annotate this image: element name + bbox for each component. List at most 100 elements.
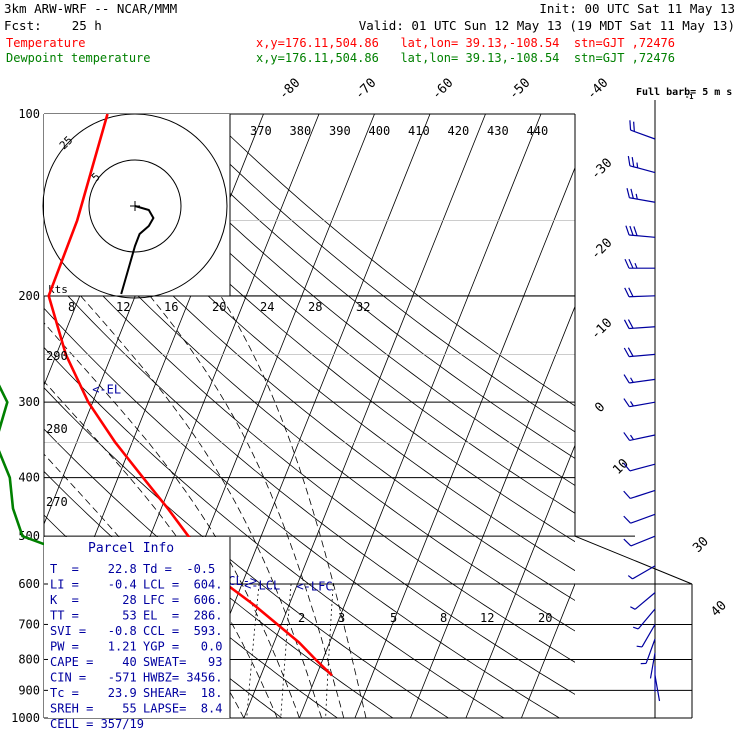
- hodograph-axis-label: 24: [260, 300, 274, 314]
- theta-label: 270: [46, 495, 68, 509]
- theta-label: 440: [527, 124, 549, 138]
- parcel-info-background: [44, 537, 230, 718]
- pressure-label: 600: [18, 577, 40, 591]
- hodograph-axis-label: 16: [164, 300, 178, 314]
- theta-label: 280: [46, 422, 68, 436]
- temperature-tick-label: 0: [592, 400, 608, 416]
- wind-barb-half-flag: [632, 626, 639, 630]
- wind-barb-shaft: [629, 378, 656, 384]
- wind-barb-shaft: [629, 326, 656, 330]
- pressure-label: 1000: [11, 711, 40, 725]
- wind-barb-flag: [624, 287, 630, 297]
- level-annotation: <-EL: [92, 383, 121, 397]
- wind-barb-flag: [623, 319, 630, 329]
- temperature-legend-info: x,y=176.11,504.86 lat,lon= 39.13,-108.54…: [256, 36, 675, 50]
- wind-barb-flag: [623, 462, 631, 472]
- moist-adiabat: [44, 380, 278, 718]
- dry-adiabat: [207, 114, 575, 407]
- hodograph-ring-inner: [88, 159, 182, 253]
- isotherm-line: [465, 444, 575, 718]
- isotherm-line: [410, 305, 575, 718]
- theta-label: 390: [329, 124, 351, 138]
- isotherm-line: [521, 582, 575, 718]
- wind-barb-shaft: [630, 489, 656, 500]
- wind-barb-half-flag: [629, 434, 634, 440]
- wind-barb-shaft: [629, 401, 656, 408]
- temperature-tick-label: -40: [584, 76, 611, 103]
- wind-barb: [623, 462, 656, 472]
- temperature-tick-label: -10: [588, 316, 615, 343]
- parcel-info-left: CELL = 357/19: [50, 717, 144, 731]
- pressure-label: 400: [18, 471, 40, 485]
- wind-barb: [623, 398, 656, 408]
- hodograph-axis-label: 8: [68, 300, 75, 314]
- theta-label: 400: [369, 124, 391, 138]
- hodograph-background: [44, 114, 230, 296]
- hodograph-axis-label: 20: [212, 300, 226, 314]
- wind-barb-flag: [627, 319, 634, 329]
- wind-barb: [630, 592, 656, 610]
- wind-barb: [629, 120, 656, 140]
- mixing-ratio-line: [325, 583, 334, 718]
- wind-barb-flag: [623, 515, 631, 524]
- wind-barb-shaft: [629, 463, 656, 472]
- isotherm-line: [299, 114, 542, 718]
- temperature-tick-label: -60: [429, 76, 456, 103]
- temperature-tick-label: 40: [708, 598, 730, 620]
- wind-barb: [636, 624, 656, 648]
- wind-barb-half-flag: [636, 645, 643, 648]
- wind-barb-flag: [623, 374, 630, 384]
- wind-barb-flag: [625, 225, 630, 236]
- theta-label: 430: [487, 124, 509, 138]
- temperature-line: [47, 113, 333, 677]
- wind-barb: [632, 608, 656, 630]
- pressure-label: 100: [18, 107, 40, 121]
- isotherm-line: [354, 166, 575, 718]
- parcel-info-left: TT = 53: [50, 609, 137, 623]
- parcel-info-panel: Parcel Info T = 22.8 Td = -0.5 LI = -0.4 LCL…: [44, 537, 231, 731]
- parcel-info-left: LI = -0.4: [50, 578, 137, 592]
- wind-barb: [623, 513, 656, 524]
- hodograph-axis-label: 12: [116, 300, 130, 314]
- wind-barb-flag: [633, 121, 635, 132]
- wind-barb-shaft: [629, 434, 656, 442]
- wind-barb-flag: [629, 225, 634, 236]
- parcel-info-left: SREH = 55: [50, 702, 137, 716]
- wind-barb: [623, 489, 656, 500]
- wind-barb-shaft: [634, 592, 656, 610]
- wind-barb: [624, 258, 655, 269]
- parcel-info-title: Parcel Info: [88, 541, 174, 556]
- parcel-info-right: Td = -0.5: [143, 562, 215, 576]
- mixing-ratio-label: 2: [298, 611, 305, 625]
- wind-barb-shaft: [630, 129, 656, 140]
- wind-barb: [627, 565, 656, 580]
- wind-barb-flag: [633, 226, 638, 236]
- pressure-label: 700: [18, 617, 40, 631]
- theta-label: 290: [46, 349, 68, 363]
- mixing-ratio-label: 12: [480, 611, 494, 625]
- parcel-info-right: CCL = 593.: [143, 624, 222, 638]
- wind-barb: [623, 319, 656, 330]
- wind-barb: [626, 188, 656, 203]
- wind-barb-half-flag: [635, 193, 638, 200]
- pressure-label: 300: [18, 395, 40, 409]
- parcel-info-left: PW = 1.21: [50, 640, 137, 654]
- temperature-tick-label: 30: [690, 534, 712, 556]
- temperature-tick-label: -50: [506, 76, 533, 103]
- temperature-tick-label: -20: [588, 236, 615, 263]
- pressure-label: 800: [18, 652, 40, 666]
- mixing-ratio-label: 20: [538, 611, 552, 625]
- dewpoint-legend-label: Dewpoint temperature: [6, 51, 151, 65]
- theta-label: 380: [290, 124, 312, 138]
- parcel-info-right: SHEAR= 18.: [143, 686, 222, 700]
- pressure-label: 200: [18, 289, 40, 303]
- model-title: 3km ARW-WRF -- NCAR/MMM: [4, 1, 177, 16]
- wind-barb-half-flag: [630, 606, 636, 610]
- wind-barb: [623, 347, 656, 358]
- parcel-info-left: SVI = -0.8: [50, 624, 137, 638]
- init-time: Init: 00 UTC Sat 11 May 13: [539, 1, 735, 16]
- wind-barb-column: Full barb= 5 m s-1: [623, 87, 732, 718]
- theta-label: 370: [250, 124, 272, 138]
- temperature-tick-label: -70: [352, 76, 379, 103]
